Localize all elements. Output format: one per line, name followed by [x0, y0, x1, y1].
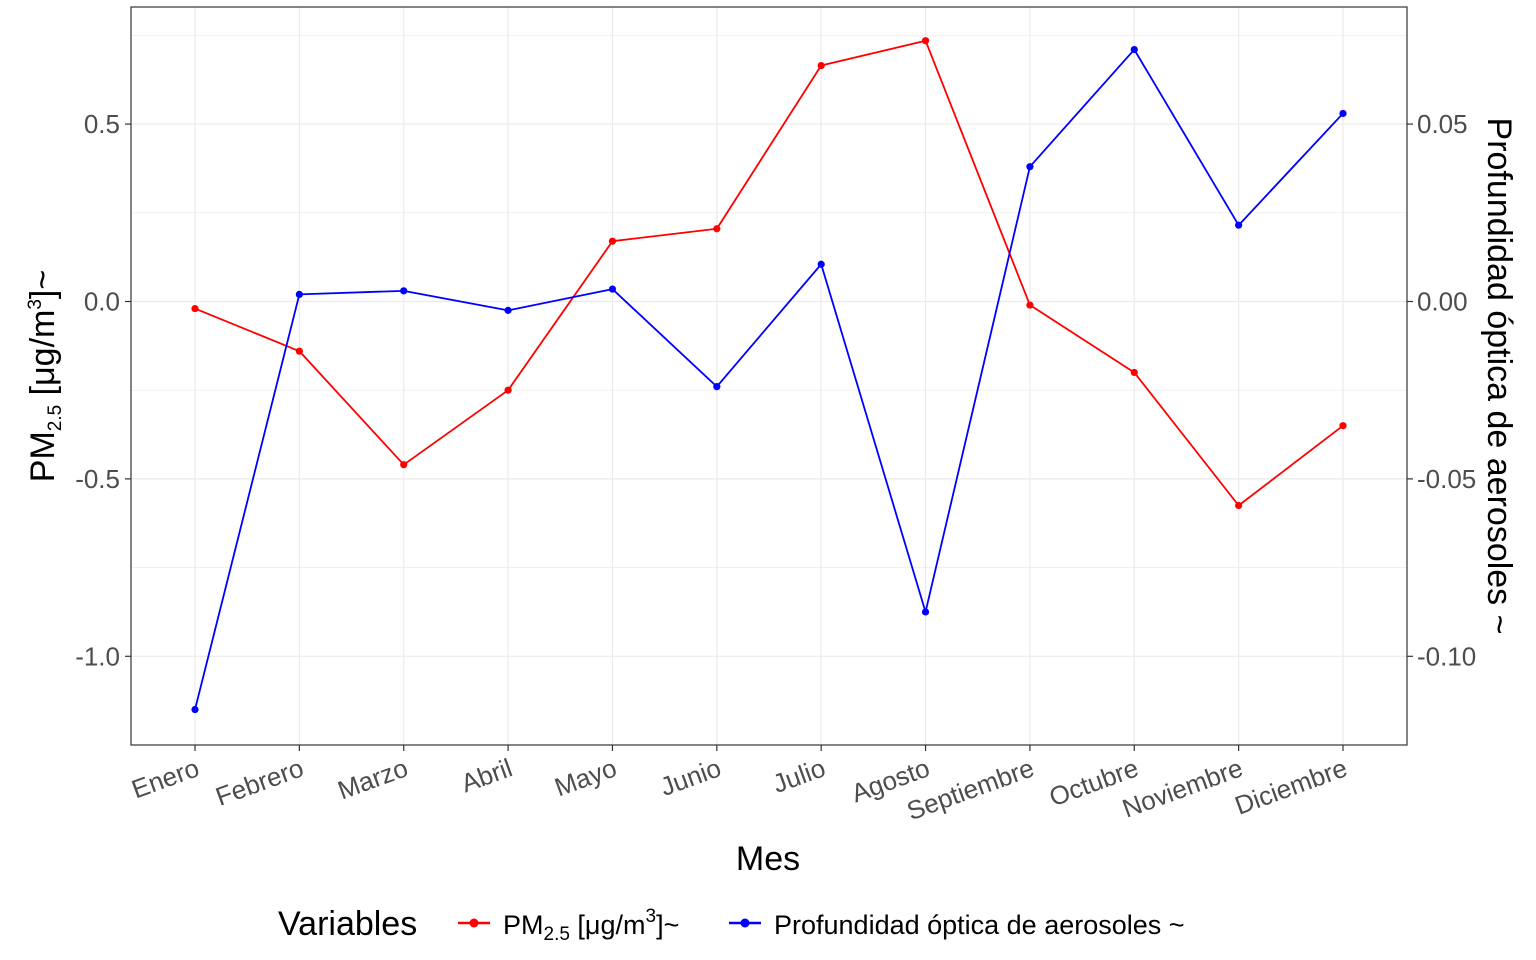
x-axis: Enero Febrero Marzo Abril Mayo Junio Julio Agos…	[128, 745, 1351, 826]
x-tick-label: Diciembre	[1231, 752, 1351, 820]
y-right-tick-label: -0.05	[1417, 464, 1476, 494]
y-left-tick-label: -0.5	[75, 464, 120, 494]
series-line-aod	[194, 48, 1344, 710]
plot-panel	[130, 6, 1408, 746]
data-point-aod	[921, 608, 930, 616]
y-right-tick-label: 0.00	[1417, 286, 1468, 316]
x-tick-label: Junio	[656, 752, 725, 801]
grid	[131, 7, 1407, 746]
legend-pm-main: PM	[503, 910, 544, 940]
x-tick-label: Enero	[128, 752, 203, 804]
series-lines	[191, 37, 1347, 714]
x-tick-label: Abril	[457, 752, 516, 798]
data-point-aod	[504, 306, 512, 314]
y-left-tick-label: -1.0	[75, 641, 120, 671]
data-point-pm25	[504, 386, 512, 394]
data-point-pm25	[1235, 501, 1243, 510]
data-point-aod	[295, 290, 303, 298]
legend-pm-rest: [μg/m	[570, 910, 646, 940]
data-point-pm25	[1130, 368, 1138, 377]
y-axis-right-title: Profundidad óptica de aerosoles ~	[1480, 118, 1518, 635]
series-line-pm25	[194, 39, 1344, 507]
data-point-pm25	[295, 347, 303, 355]
data-point-pm25	[921, 37, 930, 45]
y-left-tick-label: 0.5	[84, 109, 120, 139]
legend-label-aod: Profundidad óptica de aerosoles ~	[774, 910, 1185, 940]
data-point-pm25	[191, 304, 199, 313]
data-point-aod	[400, 287, 408, 295]
x-tick-label: Julio	[769, 752, 830, 798]
y-right-tick-label: -0.10	[1417, 641, 1476, 671]
y-left-tick-label: 0.0	[84, 286, 120, 316]
x-tick-label: Mayo	[551, 752, 621, 802]
y-left-title-sup: 3	[25, 299, 46, 310]
data-point-pm25	[400, 461, 408, 469]
data-point-pm25	[608, 237, 617, 245]
legend-key-point-pm	[469, 918, 479, 928]
y-left-title-end: ]~	[24, 270, 62, 299]
data-point-aod	[608, 285, 617, 293]
legend-label-pm: PM2.5 [μg/m3]~	[503, 906, 679, 945]
legend-pm-sub: 2.5	[544, 924, 570, 945]
data-point-pm25	[1026, 301, 1034, 309]
data-point-aod	[713, 383, 721, 391]
svg-text:PM2.5 [μg/m3]~: PM2.5 [μg/m3]~	[24, 270, 66, 482]
legend-pm-sup: 3	[646, 906, 657, 927]
legend-pm-end: ]~	[656, 910, 679, 940]
x-tick-label: Noviembre	[1118, 752, 1246, 823]
y-left-title-rest: [μg/m	[24, 310, 62, 405]
data-point-aod	[1026, 163, 1034, 171]
y-axis-left-title: PM2.5 [μg/m3]~	[24, 270, 66, 482]
data-point-pm25	[1339, 422, 1347, 430]
y-left-title-sub: 2.5	[45, 405, 66, 431]
data-point-aod	[1130, 45, 1138, 54]
legend: Variables PM2.5 [μg/m3]~ Profundidad ópt…	[278, 905, 1185, 945]
data-point-pm25	[713, 225, 721, 233]
x-axis-title: Mes	[736, 840, 800, 878]
data-point-aod	[817, 260, 825, 268]
x-tick-label: Marzo	[334, 752, 412, 805]
data-point-aod	[1339, 109, 1347, 118]
legend-title: Variables	[278, 905, 417, 943]
data-point-pm25	[817, 61, 825, 70]
data-point-aod	[191, 705, 199, 714]
legend-key-point-aod	[740, 918, 750, 928]
y-axis-left: 0.5 0.0 -0.5 -1.0	[75, 109, 131, 671]
x-tick-label: Febrero	[212, 752, 308, 811]
data-point-aod	[1235, 221, 1243, 229]
y-right-tick-label: 0.05	[1417, 109, 1468, 139]
y-axis-right: 0.05 0.00 -0.05 -0.10	[1407, 109, 1476, 671]
y-left-title-main: PM	[24, 431, 62, 482]
